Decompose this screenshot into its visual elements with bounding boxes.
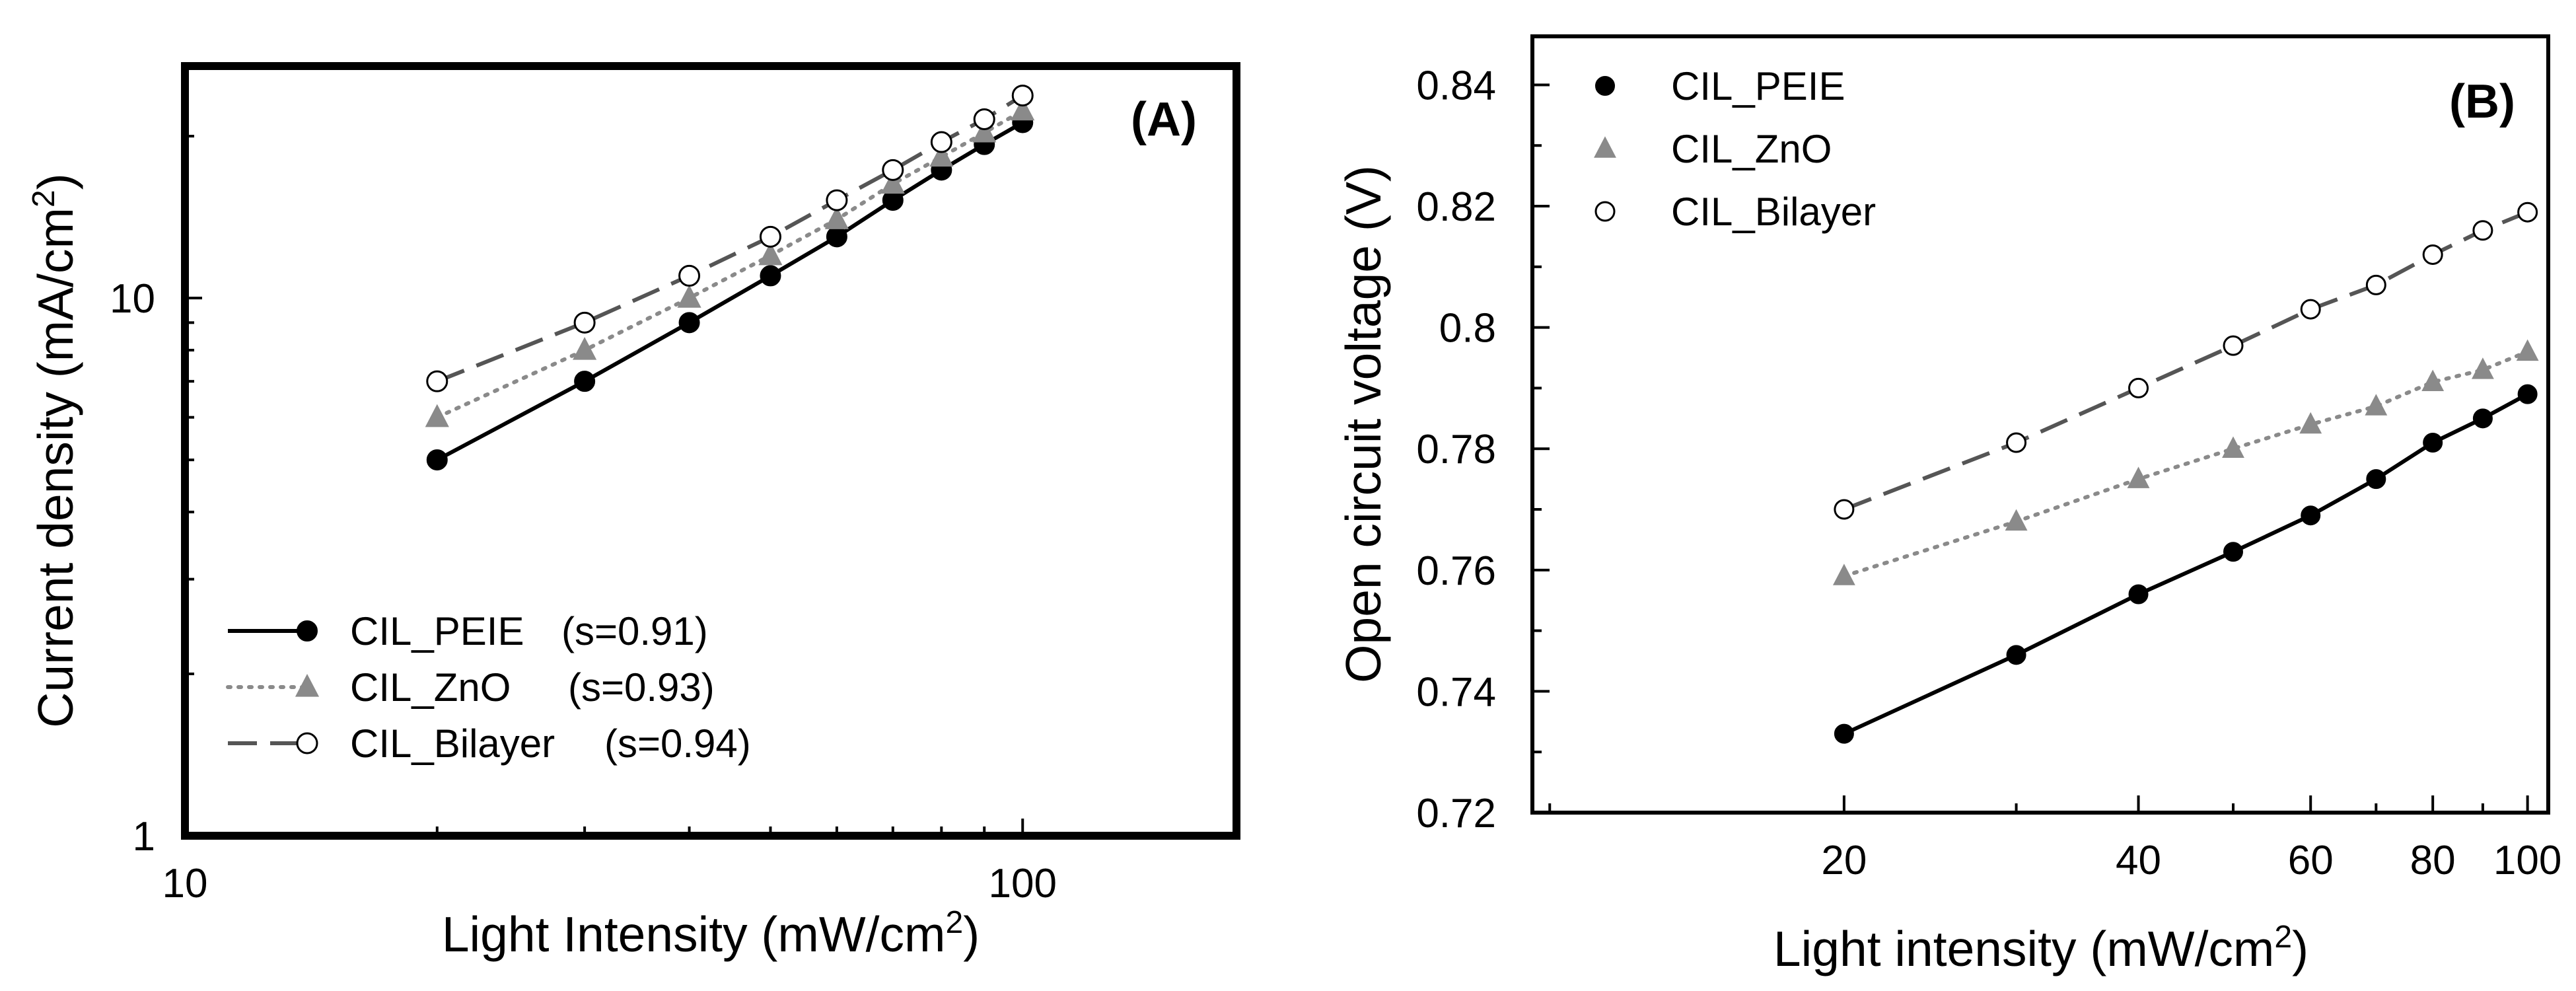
panel-a-legend-marker-cil-peie bbox=[297, 620, 318, 642]
panel-a-point-cil-bilayer bbox=[930, 131, 952, 153]
panel-a-label: (A) bbox=[1131, 93, 1197, 146]
panel-a-y-axis-title: Current density (mA/cm2) bbox=[26, 173, 83, 727]
panel-b-point-cil-peie bbox=[2366, 469, 2386, 490]
panel-a-point-cil-bilayer bbox=[882, 159, 904, 181]
panel-b-x-tick-label: 60 bbox=[2288, 838, 2334, 883]
panel-b-point-cil-zno bbox=[2421, 369, 2445, 391]
panel-a-legend-marker-cil-zno bbox=[295, 674, 320, 697]
panel-b-point-cil-zno bbox=[2516, 339, 2539, 361]
panel-a-point-cil-zno bbox=[573, 336, 597, 360]
panel-a-point-cil-zno bbox=[1011, 97, 1035, 121]
panel-b-legend-label-cil-peie: CIL_PEIE bbox=[1671, 64, 1845, 108]
panel-b-point-cil-zno bbox=[1832, 564, 1855, 585]
panel-a-frame bbox=[181, 62, 1240, 840]
panel-b-legend-marker-cil-bilayer bbox=[1594, 201, 1616, 222]
panel-b-point-cil-peie bbox=[2006, 645, 2026, 665]
panel-b-point-cil-bilayer bbox=[1834, 499, 1855, 520]
panel-a-legend-label-cil-zno: CIL_ZnO bbox=[350, 665, 511, 710]
panel-b-x-tick-label: 40 bbox=[2116, 838, 2161, 883]
panel-a-legend-marker-cil-bilayer bbox=[296, 732, 318, 754]
panel-a-point-cil-zno bbox=[824, 206, 849, 229]
panel-a-point-cil-bilayer bbox=[973, 108, 995, 131]
panel-b-legend-marker-cil-zno bbox=[1594, 136, 1616, 158]
panel-b-point-cil-peie bbox=[2517, 384, 2538, 404]
panel-b-point-cil-bilayer bbox=[2300, 299, 2321, 320]
panel-b-y-tick-label: 0.84 bbox=[1416, 63, 1496, 108]
panel-a-point-cil-zno bbox=[758, 242, 783, 266]
panel-a-point-cil-bilayer bbox=[573, 311, 596, 334]
panel-b-y-tick-label: 0.76 bbox=[1416, 548, 1496, 594]
panel-a-point-cil-bilayer bbox=[826, 189, 848, 211]
panel-a-point-cil-zno bbox=[929, 143, 954, 167]
panel-b-point-cil-zno bbox=[2005, 509, 2028, 531]
panel-b-point-cil-peie bbox=[2128, 584, 2149, 605]
panel-a-point-cil-zno bbox=[425, 404, 449, 427]
panel-b-point-cil-bilayer bbox=[2517, 202, 2538, 223]
panel-b-point-cil-bilayer bbox=[2128, 377, 2149, 398]
panel-b-point-cil-peie bbox=[2423, 433, 2443, 453]
panel-b-point-cil-zno bbox=[2471, 357, 2494, 379]
panel-b-y-tick-label: 0.74 bbox=[1416, 669, 1496, 715]
panel-a-legend-label-cil-peie: CIL_PEIE bbox=[350, 609, 524, 653]
panel-b-legend-label-cil-bilayer: CIL_Bilayer bbox=[1671, 190, 1876, 234]
panel-a-point-cil-zno bbox=[677, 285, 701, 308]
panel-b-frame bbox=[1530, 34, 2550, 815]
panel-a-point-cil-peie bbox=[826, 226, 847, 248]
panel-b-point-cil-peie bbox=[2472, 408, 2493, 429]
panel-b-y-tick-label: 0.82 bbox=[1416, 184, 1496, 230]
panel-a-point-cil-zno bbox=[972, 119, 997, 143]
panel-b-point-cil-peie bbox=[1834, 723, 1854, 744]
panel-b-legend-label-cil-zno: CIL_ZnO bbox=[1671, 127, 1832, 171]
panel-b-point-cil-zno bbox=[2222, 436, 2244, 458]
panel-a-x-axis-title: Light Intensity (mW/cm2) bbox=[442, 905, 980, 962]
panel-a-x-tick-label: 100 bbox=[989, 861, 1057, 906]
panel-b-x-tick-label: 80 bbox=[2410, 838, 2456, 883]
panel-b-y-axis-title: Open circuit voltage (V) bbox=[1336, 165, 1391, 683]
panel-b-point-cil-peie bbox=[2223, 542, 2243, 562]
panel-b-point-cil-bilayer bbox=[2365, 274, 2386, 295]
panel-a-point-cil-zno bbox=[880, 170, 905, 194]
panel-a-legend-fit-cil-bilayer: (s=0.94) bbox=[604, 721, 751, 766]
panel-a-y-tick-label: 1 bbox=[133, 814, 155, 860]
panel-b: 20 40 60 80 100 0.72 0.74 0.76 0.78 0.8 0.82 0.84 (… bbox=[1336, 34, 2561, 976]
panel-b-point-cil-bilayer bbox=[2422, 244, 2443, 265]
panel-a-legend-fit-cil-zno: (s=0.93) bbox=[568, 665, 715, 710]
panel-b-point-cil-bilayer bbox=[2006, 432, 2027, 453]
panel-a-legend-label-cil-bilayer: CIL_Bilayer bbox=[350, 721, 555, 766]
panel-b-point-cil-zno bbox=[2365, 394, 2388, 416]
panel-b-legend-marker-cil-peie bbox=[1595, 76, 1615, 96]
panel-b-y-tick-label: 0.72 bbox=[1416, 791, 1496, 836]
panel-b-x-axis-title: Light intensity (mW/cm2) bbox=[1773, 920, 2308, 976]
panel-b-label: (B) bbox=[2449, 75, 2515, 128]
panel-a-point-cil-bilayer bbox=[426, 370, 448, 392]
panel-b-x-tick-label: 100 bbox=[2493, 838, 2561, 883]
panel-a-legend-fit-cil-peie: (s=0.91) bbox=[561, 609, 708, 653]
panel-b-point-cil-zno bbox=[2127, 466, 2150, 488]
panel-b-point-cil-bilayer bbox=[2472, 220, 2493, 241]
panel-b-y-tick-label: 0.78 bbox=[1416, 427, 1496, 472]
panel-a-y-tick-label: 10 bbox=[110, 276, 155, 322]
panel-a-point-cil-peie bbox=[426, 449, 448, 471]
panel-a-x-tick-label: 10 bbox=[162, 861, 208, 906]
panel-a-point-cil-peie bbox=[574, 371, 596, 392]
panel-b-x-tick-label: 20 bbox=[1821, 838, 1867, 883]
panel-a-point-cil-bilayer bbox=[678, 264, 701, 287]
panel-a-point-cil-peie bbox=[678, 312, 700, 334]
panel-a-point-cil-bilayer bbox=[759, 225, 781, 248]
panel-b-point-cil-zno bbox=[2299, 412, 2322, 434]
panel-b-y-tick-label: 0.8 bbox=[1439, 306, 1496, 351]
panel-a-point-cil-peie bbox=[760, 265, 781, 287]
panel-a-point-cil-bilayer bbox=[1011, 85, 1034, 107]
panel-b-point-cil-peie bbox=[2301, 505, 2321, 526]
panel-b-point-cil-bilayer bbox=[2223, 335, 2244, 356]
